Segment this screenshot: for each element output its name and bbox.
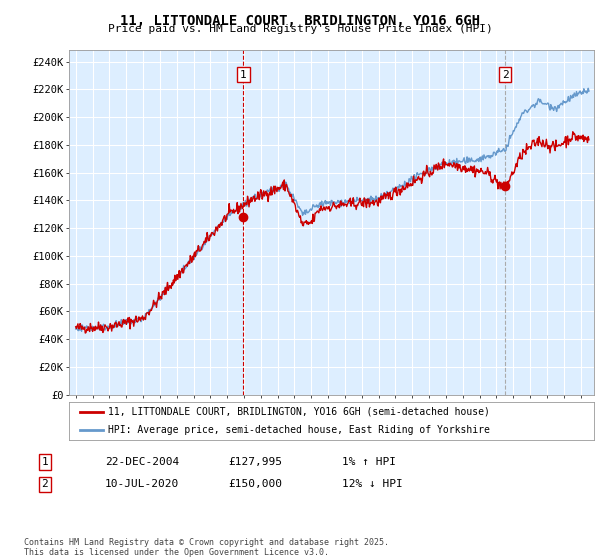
Text: 1: 1: [41, 457, 49, 467]
Text: £150,000: £150,000: [228, 479, 282, 489]
Text: 22-DEC-2004: 22-DEC-2004: [105, 457, 179, 467]
Text: 10-JUL-2020: 10-JUL-2020: [105, 479, 179, 489]
Text: 11, LITTONDALE COURT, BRIDLINGTON, YO16 6GH: 11, LITTONDALE COURT, BRIDLINGTON, YO16 …: [120, 14, 480, 28]
Text: HPI: Average price, semi-detached house, East Riding of Yorkshire: HPI: Average price, semi-detached house,…: [109, 425, 490, 435]
Text: 12% ↓ HPI: 12% ↓ HPI: [342, 479, 403, 489]
Text: £127,995: £127,995: [228, 457, 282, 467]
Text: 1: 1: [240, 69, 247, 80]
Text: 2: 2: [41, 479, 49, 489]
Text: 11, LITTONDALE COURT, BRIDLINGTON, YO16 6GH (semi-detached house): 11, LITTONDALE COURT, BRIDLINGTON, YO16 …: [109, 407, 490, 417]
Text: Price paid vs. HM Land Registry's House Price Index (HPI): Price paid vs. HM Land Registry's House …: [107, 24, 493, 34]
Text: Contains HM Land Registry data © Crown copyright and database right 2025.
This d: Contains HM Land Registry data © Crown c…: [24, 538, 389, 557]
Text: 1% ↑ HPI: 1% ↑ HPI: [342, 457, 396, 467]
Text: 2: 2: [502, 69, 509, 80]
